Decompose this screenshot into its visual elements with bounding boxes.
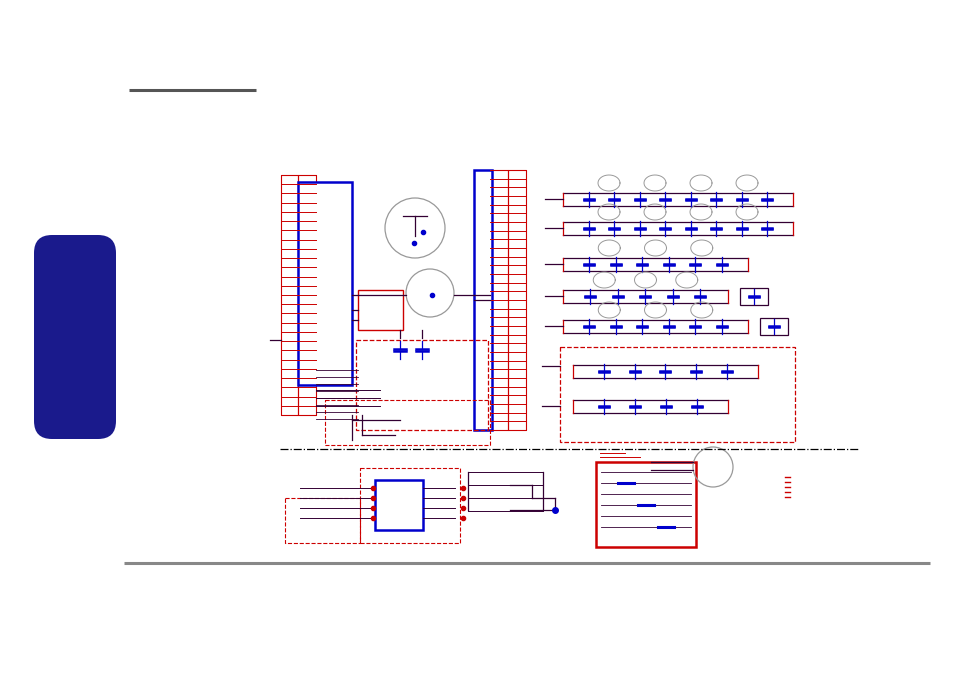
Bar (507, 170, 525, 430)
Bar (357, 290, 402, 330)
FancyBboxPatch shape (34, 235, 116, 439)
Bar (375, 480, 422, 530)
Bar (281, 175, 297, 415)
Bar (325, 400, 490, 445)
Bar (740, 288, 767, 305)
Bar (490, 170, 507, 430)
Bar (474, 170, 492, 430)
Bar (760, 318, 787, 335)
Bar (297, 182, 352, 385)
Bar (285, 498, 359, 543)
Bar (559, 347, 794, 442)
Bar (596, 462, 696, 547)
Bar (355, 340, 488, 430)
Bar (297, 175, 315, 415)
Bar (359, 468, 459, 543)
